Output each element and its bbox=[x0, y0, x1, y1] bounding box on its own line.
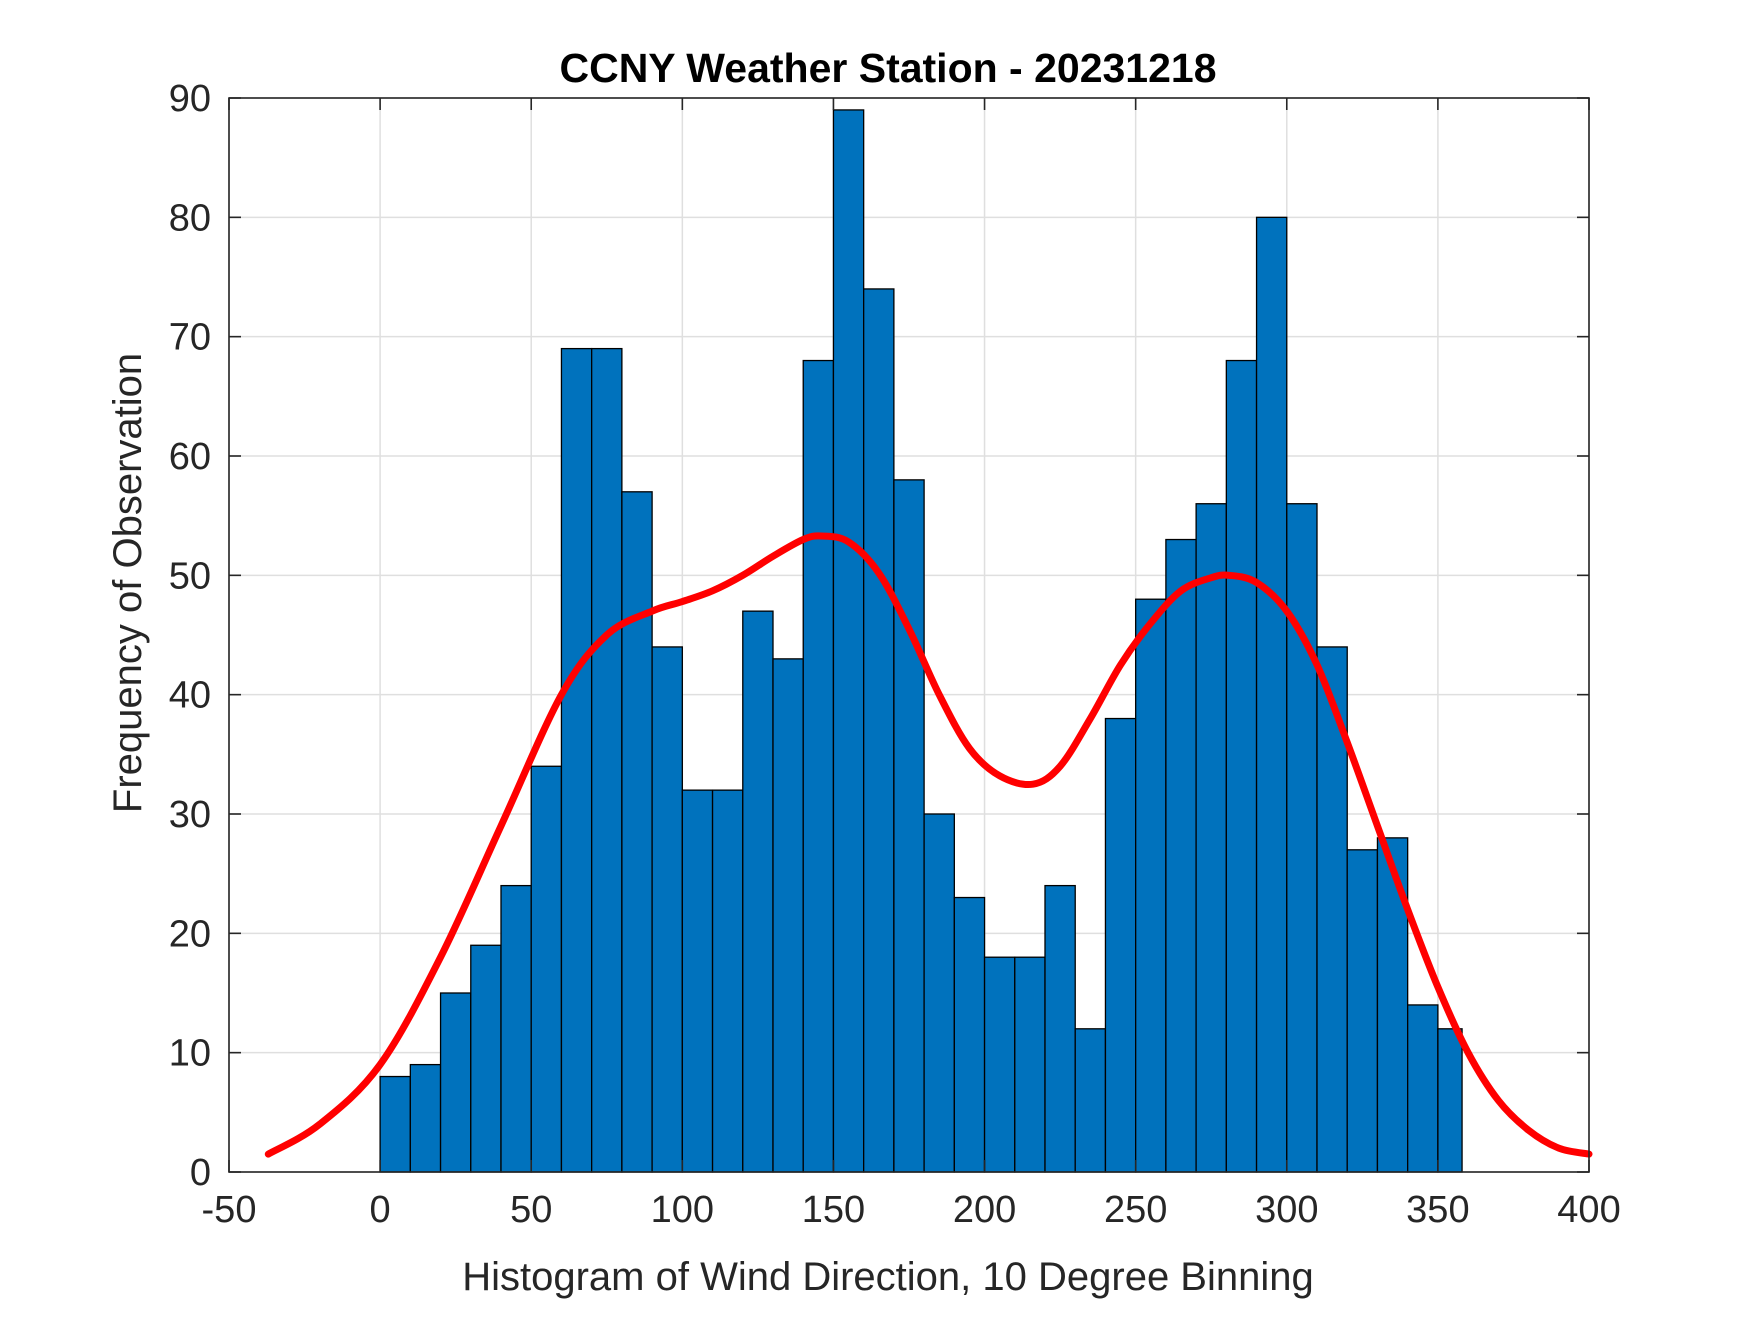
plot-area-frame bbox=[228, 97, 1590, 1173]
x-tick-label: 250 bbox=[1104, 1189, 1167, 1231]
histogram-bar bbox=[1014, 956, 1046, 1173]
chart-title: CCNY Weather Station - 20231218 bbox=[559, 45, 1216, 91]
histogram-bar bbox=[651, 646, 683, 1173]
histogram-bar bbox=[802, 359, 835, 1173]
histogram-bar bbox=[681, 789, 714, 1173]
histogram-bar bbox=[923, 813, 955, 1173]
y-tick-label: 60 bbox=[169, 436, 211, 478]
histogram-bar bbox=[1346, 849, 1379, 1173]
y-tick-label: 90 bbox=[169, 78, 211, 120]
histogram-bars bbox=[379, 109, 1463, 1173]
x-tick-label: 100 bbox=[651, 1189, 714, 1231]
histogram-bar bbox=[560, 347, 593, 1173]
x-tick-label: 0 bbox=[370, 1189, 391, 1231]
histogram-bar bbox=[893, 479, 925, 1173]
histogram-bar bbox=[1407, 1004, 1439, 1173]
histogram-bar bbox=[470, 944, 502, 1173]
histogram-bar bbox=[379, 1075, 411, 1173]
x-tick-label: 400 bbox=[1557, 1189, 1620, 1231]
histogram-bar bbox=[772, 658, 804, 1173]
histogram-bar bbox=[1225, 359, 1258, 1173]
histogram-bar bbox=[1286, 503, 1318, 1173]
y-tick-label: 70 bbox=[169, 317, 211, 359]
x-tick-label: 50 bbox=[510, 1189, 552, 1231]
histogram-bar bbox=[530, 765, 563, 1173]
fitted-curve-layer bbox=[264, 532, 1593, 1158]
histogram-bar bbox=[1044, 884, 1076, 1173]
x-tick-label: 350 bbox=[1406, 1189, 1469, 1231]
histogram-bar bbox=[983, 956, 1016, 1173]
histogram-bar bbox=[500, 884, 532, 1173]
histogram-bar bbox=[1437, 1028, 1463, 1173]
y-tick-labels: 0 10 20 30 40 50 60 70 80 90 bbox=[169, 78, 211, 1194]
y-tick-label: 80 bbox=[169, 197, 211, 239]
x-tick-label: 150 bbox=[802, 1189, 865, 1231]
y-tick-label: 0 bbox=[190, 1152, 211, 1194]
histogram-bar bbox=[621, 491, 653, 1173]
histogram-bar bbox=[832, 109, 865, 1173]
histogram-bar bbox=[1255, 216, 1288, 1173]
histogram-bar bbox=[1104, 717, 1137, 1173]
x-tick-label: -50 bbox=[202, 1189, 257, 1231]
histogram-bar bbox=[1195, 503, 1227, 1173]
x-tick-label: 300 bbox=[1255, 1189, 1318, 1231]
histogram-bar bbox=[863, 288, 895, 1173]
y-tick-label: 20 bbox=[169, 913, 211, 955]
histogram-bar bbox=[953, 896, 986, 1173]
histogram-bar bbox=[409, 1063, 442, 1173]
x-axis-label: Histogram of Wind Direction, 10 Degree B… bbox=[462, 1255, 1314, 1299]
histogram-bar bbox=[439, 992, 472, 1173]
histogram-bar bbox=[1135, 598, 1167, 1173]
y-axis-label: Frequency of Observation bbox=[106, 353, 150, 813]
histogram-bar bbox=[742, 610, 774, 1173]
axis-ticks bbox=[228, 97, 1590, 1173]
y-tick-label: 30 bbox=[169, 794, 211, 836]
y-tick-label: 40 bbox=[169, 675, 211, 717]
y-tick-label: 50 bbox=[169, 555, 211, 597]
x-tick-label: 200 bbox=[953, 1189, 1016, 1231]
histogram-bar bbox=[1074, 1028, 1107, 1173]
histogram-bar bbox=[711, 789, 744, 1173]
y-tick-label: 10 bbox=[169, 1033, 211, 1075]
histogram-bar bbox=[1165, 538, 1197, 1173]
x-tick-labels: -50 0 50 100 150 200 250 300 350 400 bbox=[202, 1189, 1621, 1231]
fitted-density-curve bbox=[264, 532, 1593, 1158]
histogram-bar bbox=[591, 347, 623, 1173]
